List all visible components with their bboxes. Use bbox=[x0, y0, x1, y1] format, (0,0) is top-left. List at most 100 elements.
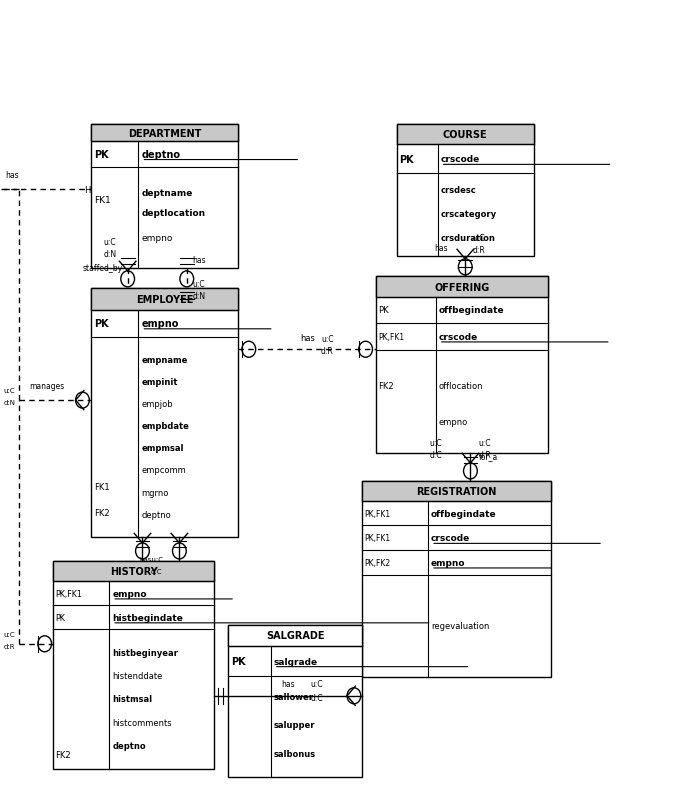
Text: PK: PK bbox=[55, 613, 65, 622]
Text: u:C: u:C bbox=[472, 234, 485, 243]
Text: crscode: crscode bbox=[431, 533, 471, 543]
Text: PK: PK bbox=[231, 656, 246, 666]
Text: mgrno: mgrno bbox=[141, 488, 169, 497]
Text: for_a: for_a bbox=[479, 452, 498, 461]
Text: d:R: d:R bbox=[321, 346, 334, 356]
Text: d:R: d:R bbox=[472, 246, 485, 255]
Bar bbox=[90, 125, 239, 142]
Text: histenddate: histenddate bbox=[112, 671, 163, 680]
Text: empno: empno bbox=[439, 418, 468, 427]
Text: empno: empno bbox=[141, 234, 172, 243]
Text: crscode: crscode bbox=[440, 155, 480, 164]
Text: crsduration: crsduration bbox=[440, 233, 495, 243]
Text: FK1: FK1 bbox=[94, 196, 111, 205]
Text: empname: empname bbox=[141, 355, 188, 364]
Text: empno: empno bbox=[141, 319, 179, 329]
Text: REGISTRATION: REGISTRATION bbox=[417, 486, 497, 496]
Text: FK2: FK2 bbox=[55, 750, 70, 759]
Text: PK: PK bbox=[400, 155, 414, 164]
Text: u:C: u:C bbox=[429, 438, 442, 447]
Text: deptno: deptno bbox=[141, 510, 171, 519]
Bar bbox=[90, 289, 239, 537]
Text: has: has bbox=[193, 256, 206, 265]
Text: histcomments: histcomments bbox=[112, 718, 172, 727]
Text: PK,FK1: PK,FK1 bbox=[364, 509, 391, 518]
Bar bbox=[53, 561, 215, 768]
Text: u:C: u:C bbox=[104, 238, 116, 247]
Text: DEPARTMENT: DEPARTMENT bbox=[128, 128, 201, 139]
Text: deptno: deptno bbox=[141, 150, 181, 160]
Text: PK: PK bbox=[378, 306, 388, 315]
Text: has: has bbox=[434, 244, 448, 253]
Text: d:N: d:N bbox=[104, 250, 117, 259]
Text: offbegindate: offbegindate bbox=[431, 509, 497, 518]
Text: d:R: d:R bbox=[479, 450, 491, 459]
Text: d:R: d:R bbox=[3, 643, 15, 649]
Text: has: has bbox=[282, 679, 295, 688]
Bar bbox=[90, 289, 239, 310]
Text: empmsal: empmsal bbox=[141, 444, 184, 452]
Text: crscategory: crscategory bbox=[440, 210, 497, 219]
Bar bbox=[362, 481, 551, 501]
Text: u:C: u:C bbox=[310, 679, 323, 688]
Text: hasu:C: hasu:C bbox=[139, 556, 163, 562]
Text: histbeginyear: histbeginyear bbox=[112, 648, 178, 657]
Text: deptno: deptno bbox=[112, 741, 146, 750]
Text: d:N: d:N bbox=[193, 292, 206, 301]
Text: d:C: d:C bbox=[429, 450, 442, 459]
Text: FK2: FK2 bbox=[94, 508, 110, 517]
Text: PK,FK1: PK,FK1 bbox=[55, 589, 82, 598]
Text: OFFERING: OFFERING bbox=[434, 282, 489, 292]
Text: PK,FK1: PK,FK1 bbox=[378, 332, 404, 342]
Text: SALGRADE: SALGRADE bbox=[266, 630, 324, 641]
Text: sallower: sallower bbox=[274, 692, 314, 701]
Text: histbegindate: histbegindate bbox=[112, 613, 183, 622]
Text: crsdesc: crsdesc bbox=[440, 186, 476, 195]
Text: manages: manages bbox=[29, 382, 64, 391]
Bar bbox=[228, 625, 362, 776]
Text: d:N: d:N bbox=[3, 399, 15, 406]
Text: empno: empno bbox=[431, 558, 466, 567]
Bar bbox=[53, 561, 215, 581]
Text: deptlocation: deptlocation bbox=[141, 209, 206, 218]
Text: deptname: deptname bbox=[141, 188, 193, 197]
Text: offlocation: offlocation bbox=[439, 382, 483, 391]
Text: PK: PK bbox=[94, 150, 109, 160]
Text: FK2: FK2 bbox=[378, 382, 393, 391]
Text: PK: PK bbox=[94, 319, 109, 329]
Text: empinit: empinit bbox=[141, 377, 178, 387]
Text: u:C: u:C bbox=[3, 631, 15, 637]
Text: HISTORY: HISTORY bbox=[110, 566, 157, 576]
Text: salgrade: salgrade bbox=[274, 657, 318, 666]
Text: regevaluation: regevaluation bbox=[431, 622, 489, 630]
Text: staffed_by: staffed_by bbox=[83, 264, 123, 273]
Bar bbox=[362, 481, 551, 677]
Text: empno: empno bbox=[112, 589, 147, 598]
Bar bbox=[90, 125, 239, 269]
Text: u:C: u:C bbox=[479, 438, 491, 447]
Text: has: has bbox=[5, 171, 19, 180]
Bar bbox=[228, 625, 362, 646]
Bar bbox=[376, 277, 548, 298]
Text: FK1: FK1 bbox=[94, 483, 110, 492]
Text: offbegindate: offbegindate bbox=[439, 306, 504, 315]
Text: PK,FK2: PK,FK2 bbox=[364, 558, 391, 567]
Text: empjob: empjob bbox=[141, 399, 173, 408]
Text: salupper: salupper bbox=[274, 721, 315, 730]
Text: empbdate: empbdate bbox=[141, 422, 189, 431]
Text: d:C: d:C bbox=[150, 568, 162, 574]
Text: u:C: u:C bbox=[3, 387, 15, 394]
Text: H: H bbox=[84, 185, 90, 195]
Text: u:C: u:C bbox=[321, 334, 333, 344]
Text: crscode: crscode bbox=[439, 332, 478, 342]
Text: d:C: d:C bbox=[310, 693, 323, 702]
Text: salbonus: salbonus bbox=[274, 749, 316, 758]
Text: empcomm: empcomm bbox=[141, 466, 186, 475]
Text: COURSE: COURSE bbox=[443, 130, 488, 140]
Text: EMPLOYEE: EMPLOYEE bbox=[136, 294, 193, 305]
Text: u:C: u:C bbox=[193, 280, 205, 289]
Text: histmsal: histmsal bbox=[112, 695, 152, 703]
Bar bbox=[397, 125, 534, 145]
Bar bbox=[397, 125, 534, 257]
Text: PK,FK1: PK,FK1 bbox=[364, 533, 391, 543]
